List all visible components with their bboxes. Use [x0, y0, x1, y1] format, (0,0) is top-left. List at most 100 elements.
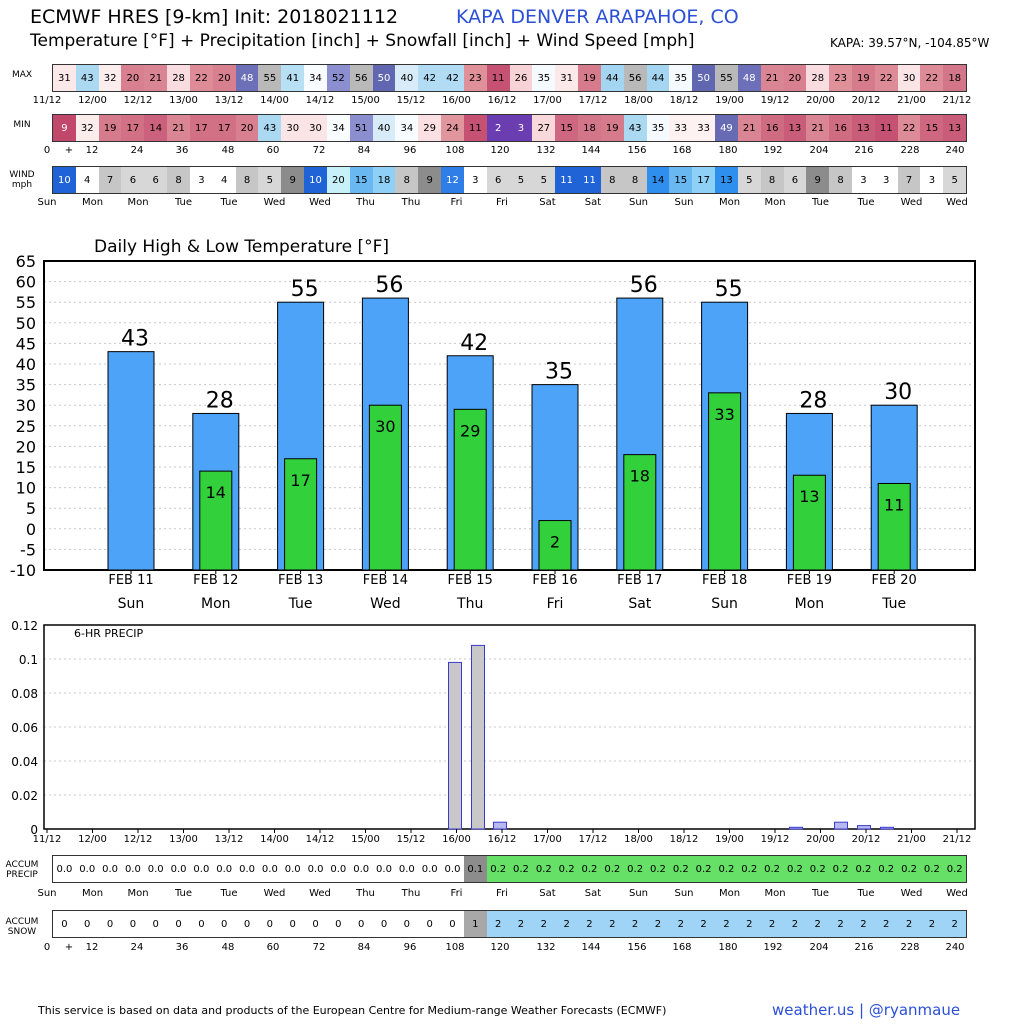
low-temp-label: 17: [290, 471, 310, 490]
hour-tick: 60: [266, 942, 280, 953]
min-temp-cell: 20: [235, 115, 259, 141]
tick-label: Sat: [539, 197, 556, 208]
min-temp-cell: 49: [715, 115, 738, 141]
accum-snow-cell: 0: [304, 911, 327, 937]
hour-tick: 36: [175, 942, 189, 953]
tick-label: 21/12: [942, 95, 972, 106]
max-temp-strip: 31 43 32 20 21 28 22 20 48 55 41 34 52 56 50 40 42 42 23 11…: [52, 64, 967, 92]
y-tick-label: 0.1: [19, 653, 38, 667]
max-temp-cell: 23: [463, 65, 487, 91]
tick-label: Sun: [674, 197, 694, 208]
hour-tick: 84: [357, 942, 371, 953]
wind-cell: 3: [920, 167, 944, 193]
accum-snow-cell: 2: [943, 911, 967, 937]
y-tick-label: 50: [16, 314, 36, 333]
min-temp-cell: 29: [418, 115, 442, 141]
max-temp-cell: 19: [851, 65, 875, 91]
min-temp-cell: 40: [372, 115, 396, 141]
precip-bar: [493, 821, 507, 830]
hour-tick: 96: [403, 145, 417, 156]
accum-snow-cell: 2: [623, 911, 647, 937]
x-weekday-label: Fri: [547, 596, 564, 612]
accum-precip-cell: 0.0: [144, 856, 168, 882]
tick-label: Mon: [127, 197, 149, 208]
x-weekday-label: Sun: [118, 596, 145, 612]
min-temp-cell: 32: [75, 115, 99, 141]
accum-snow-cell: 0: [235, 911, 259, 937]
accum-precip-cell: 0.2: [783, 856, 807, 882]
tick-label: 11/12: [32, 95, 62, 106]
wind-cell: 12: [441, 167, 464, 193]
x-category-label: FEB 14: [363, 573, 408, 588]
accum-precip-cell: 0.2: [760, 856, 784, 882]
wind-cell: 4: [75, 167, 99, 193]
min-temp-cell: 3: [509, 115, 533, 141]
accum-snow-cell: 2: [509, 911, 533, 937]
tick-label: 15/12: [396, 95, 426, 106]
y-tick-label: 0.02: [11, 789, 38, 803]
x-tick-label: 17/12: [579, 834, 608, 845]
tick-label: Thu: [401, 888, 421, 899]
min-temp-cell: 19: [98, 115, 122, 141]
high-temp-label: 56: [375, 273, 403, 298]
high-temp-bar: [107, 351, 155, 571]
max-temp-cell: 35: [532, 65, 556, 91]
hour-tick: 0: [43, 942, 51, 953]
wind-cell: 8: [600, 167, 624, 193]
tick-label: 20/12: [851, 95, 881, 106]
accum-precip-cell: 0.2: [806, 856, 830, 882]
accum-snow-cell: 2: [874, 911, 898, 937]
footer-note: This service is based on data and produc…: [38, 1004, 667, 1017]
x-tick-label: 12/12: [124, 834, 153, 845]
min-temp-cell: 43: [623, 115, 647, 141]
accum-snow-cell: 0: [121, 911, 145, 937]
accum-snow-cell: 2: [920, 911, 944, 937]
x-tick-label: 19/00: [715, 834, 744, 845]
wind-cell: 8: [623, 167, 647, 193]
tick-label: Sun: [674, 888, 694, 899]
min-temp-cell: 11: [874, 115, 898, 141]
tick-label: Mon: [718, 197, 741, 208]
accum-precip-cell: 0.2: [555, 856, 579, 882]
wind-cell: 13: [715, 167, 738, 193]
tick-label: Mon: [764, 888, 786, 899]
accum-precip-cell: 0.2: [486, 856, 510, 882]
wind-cell: 5: [258, 167, 282, 193]
hour-ticks-top: 0 +12 24 36 48 60 72 84 96 108 120 132 144 156 168 180 1…: [0, 145, 1024, 159]
accum-precip-cell: 0.0: [349, 856, 373, 882]
low-temp-bar: [284, 458, 318, 571]
high-temp-label: 43: [121, 327, 149, 352]
brand-link[interactable]: weather.us | @ryanmaue: [772, 1001, 961, 1019]
max-temp-cell: 50: [372, 65, 396, 91]
max-temp-cell: 48: [737, 65, 761, 91]
accum-snow-cell: 2: [897, 911, 921, 937]
accum-precip-cell: 0.0: [235, 856, 259, 882]
wind-cell: 3: [874, 167, 898, 193]
station-coords: KAPA: 39.57°N, -104.85°W: [830, 36, 990, 50]
x-tick-label: 18/00: [624, 834, 653, 845]
wind-cell: 6: [144, 167, 168, 193]
accum-snow-cell: 0: [349, 911, 373, 937]
min-temp-cell: 21: [167, 115, 190, 141]
y-tick-label: 55: [16, 293, 36, 312]
accum-snow-cell: 0: [281, 911, 305, 937]
max-temp-cell: 22: [920, 65, 944, 91]
wind-cell: 8: [760, 167, 784, 193]
max-temp-cell: 42: [441, 65, 464, 91]
accum-snow-label: ACCUM SNOW: [5, 917, 39, 937]
accum-precip-cell: 0.0: [418, 856, 442, 882]
hour-tick: 216: [854, 942, 874, 953]
accum-precip-cell: 0.2: [600, 856, 624, 882]
accum-precip-cell: 0.0: [372, 856, 396, 882]
y-tick-label: 45: [16, 334, 36, 353]
hour-tick: 132: [536, 942, 556, 953]
x-category-label: FEB 16: [532, 573, 577, 588]
tick-label: 12/00: [78, 95, 107, 106]
wind-cell: 15: [349, 167, 373, 193]
tick-label: 19/00: [715, 95, 744, 106]
low-temp-bar: [199, 470, 233, 571]
hour-tick: 96: [403, 942, 417, 953]
hour-tick: 120: [490, 145, 510, 156]
accum-precip-cell: 0.2: [509, 856, 533, 882]
min-temp-cell: 17: [212, 115, 236, 141]
